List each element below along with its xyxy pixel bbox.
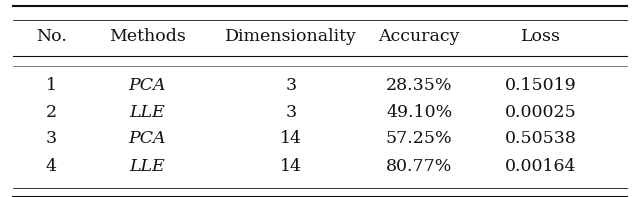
Text: 57.25%: 57.25% [386,130,452,147]
Text: Loss: Loss [521,28,561,45]
Text: 14: 14 [280,130,302,147]
Text: 49.10%: 49.10% [386,104,452,121]
Text: 3: 3 [285,104,297,121]
Text: Methods: Methods [109,28,186,45]
Text: 3: 3 [45,130,57,147]
Text: LLE: LLE [129,158,165,175]
Text: 1: 1 [45,77,57,94]
Text: 80.77%: 80.77% [386,158,452,175]
Text: 3: 3 [285,77,297,94]
Text: 4: 4 [45,158,57,175]
Text: 0.50538: 0.50538 [505,130,577,147]
Text: PCA: PCA [129,77,166,94]
Text: 0.00164: 0.00164 [505,158,577,175]
Text: No.: No. [36,28,67,45]
Text: Accuracy: Accuracy [378,28,460,45]
Text: 0.00025: 0.00025 [505,104,577,121]
Text: Dimensionality: Dimensionality [225,28,357,45]
Text: PCA: PCA [129,130,166,147]
Text: 0.15019: 0.15019 [505,77,577,94]
Text: LLE: LLE [129,104,165,121]
Text: 14: 14 [280,158,302,175]
Text: 2: 2 [45,104,57,121]
Text: 28.35%: 28.35% [386,77,452,94]
